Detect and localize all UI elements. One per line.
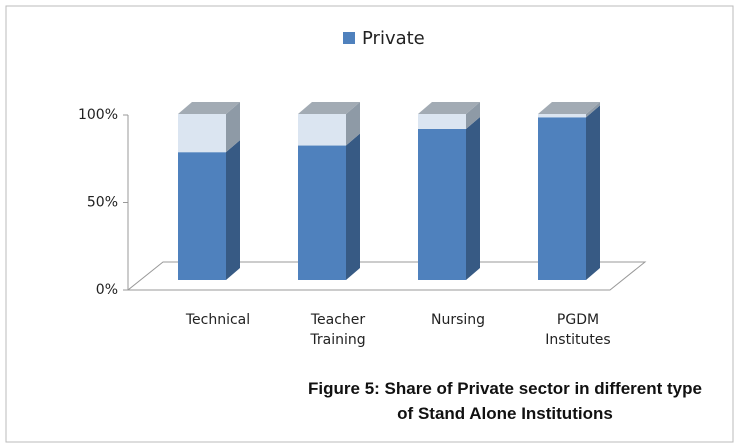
x-tick-label: Nursing bbox=[431, 312, 485, 328]
x-tick-label-group: PGDM Institutes bbox=[545, 312, 610, 348]
x-tick-label-group: Teacher Training bbox=[309, 312, 365, 348]
bar-top bbox=[178, 102, 240, 114]
legend-label: Private bbox=[362, 28, 425, 49]
bar-segment bbox=[298, 102, 360, 146]
bar-segment bbox=[538, 102, 600, 118]
y-tick-label: 50% bbox=[87, 195, 118, 211]
chart-border bbox=[5, 5, 734, 443]
bar-segment bbox=[538, 105, 600, 280]
bar-front bbox=[538, 117, 586, 280]
bar-segment bbox=[178, 102, 240, 153]
bar-front bbox=[418, 114, 466, 129]
bar-side bbox=[466, 102, 480, 129]
bar-top bbox=[418, 102, 480, 114]
bar-segment bbox=[298, 133, 360, 280]
y-tick-label: 0% bbox=[96, 282, 118, 298]
y-tick-label: 100% bbox=[78, 107, 118, 123]
x-tick-label-line: Training bbox=[309, 332, 365, 348]
bar-side bbox=[226, 102, 240, 153]
bar-segment bbox=[178, 140, 240, 280]
bar-side bbox=[586, 102, 600, 118]
x-tick-label: Technical bbox=[185, 312, 250, 328]
x-tick-label-line: Teacher bbox=[310, 312, 366, 328]
bar-segment bbox=[418, 102, 480, 129]
bar-front bbox=[298, 145, 346, 280]
bar-top bbox=[538, 102, 600, 114]
x-tick-label-line: Institutes bbox=[545, 332, 610, 348]
bar-front bbox=[298, 114, 346, 146]
bar-side bbox=[586, 105, 600, 280]
x-tick-label-line: PGDM bbox=[557, 312, 599, 328]
bar-front bbox=[178, 114, 226, 153]
bar-side bbox=[346, 133, 360, 280]
bar-side bbox=[466, 116, 480, 280]
bar-front bbox=[418, 128, 466, 280]
floor bbox=[126, 261, 647, 291]
bar-top bbox=[298, 102, 360, 114]
bar-side bbox=[226, 140, 240, 280]
legend-swatch bbox=[343, 32, 355, 44]
bar-segment bbox=[418, 116, 480, 280]
bar-front bbox=[538, 114, 586, 118]
bar-side bbox=[346, 102, 360, 146]
bar-front bbox=[178, 152, 226, 280]
chart-title: Figure 5: Share of Private sector in dif… bbox=[308, 379, 702, 423]
